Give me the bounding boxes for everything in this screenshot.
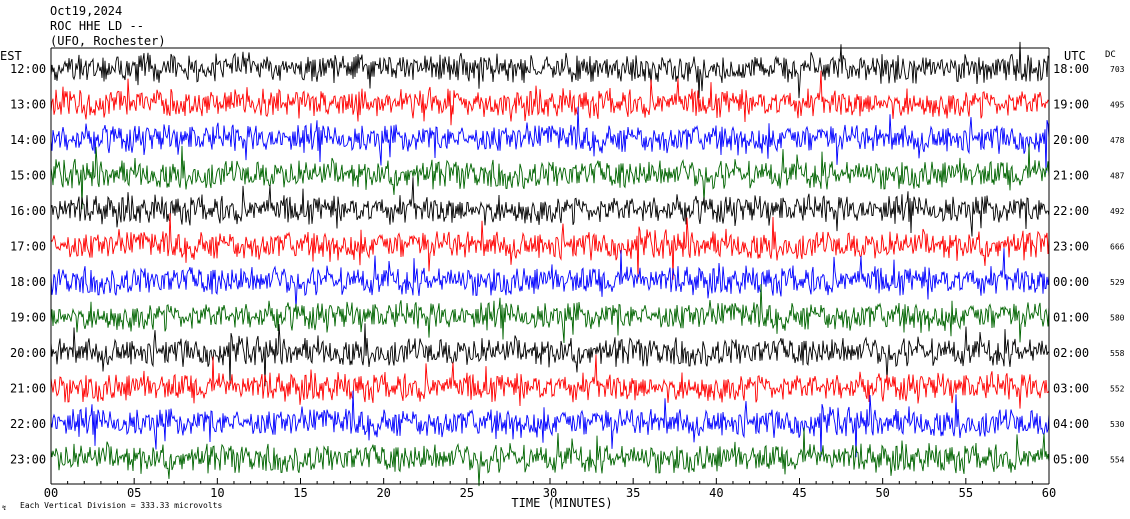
x-tick-label: 05 bbox=[127, 486, 141, 500]
trace-line bbox=[50, 284, 1050, 344]
x-tick-label: 00 bbox=[44, 486, 58, 500]
trace-line bbox=[50, 106, 1050, 173]
vertical-division-note: Each Vertical Division = 333.33 microvol… bbox=[20, 501, 222, 510]
x-tick-label: 30 bbox=[543, 486, 557, 500]
dc-value: 487 bbox=[1110, 172, 1125, 181]
x-tick-label: 40 bbox=[709, 486, 723, 500]
x-tick-label: 50 bbox=[875, 486, 889, 500]
x-tick-label: 25 bbox=[460, 486, 474, 500]
trace-line bbox=[50, 248, 1050, 309]
est-hour-label: 17:00 bbox=[10, 240, 46, 254]
dc-value: 529 bbox=[1110, 278, 1125, 287]
x-axis-label: TIME (MINUTES) bbox=[511, 496, 612, 510]
est-hour-label: 12:00 bbox=[10, 62, 46, 76]
utc-hour-label: 22:00 bbox=[1053, 204, 1089, 218]
x-tick-label: 35 bbox=[626, 486, 640, 500]
dc-value: 478 bbox=[1110, 136, 1125, 145]
header-station: ROC HHE LD -- bbox=[50, 19, 144, 33]
dc-value: 554 bbox=[1110, 456, 1125, 465]
x-tick-label: 20 bbox=[376, 486, 390, 500]
trace-line bbox=[50, 427, 1050, 487]
scale-icon: ↯ bbox=[2, 504, 6, 512]
dc-label: DC bbox=[1105, 50, 1116, 60]
utc-hour-label: 20:00 bbox=[1053, 133, 1089, 147]
est-hour-label: 18:00 bbox=[10, 275, 46, 289]
utc-label: UTC bbox=[1064, 49, 1086, 63]
dc-value: 580 bbox=[1110, 314, 1125, 323]
utc-hour-label: 01:00 bbox=[1053, 311, 1089, 325]
x-tick-label: 55 bbox=[959, 486, 973, 500]
utc-hour-label: 03:00 bbox=[1053, 382, 1089, 396]
x-tick-label: 15 bbox=[293, 486, 307, 500]
utc-hour-label: 21:00 bbox=[1053, 169, 1089, 183]
est-label: EST bbox=[0, 49, 22, 63]
x-tick-label: 45 bbox=[792, 486, 806, 500]
utc-hour-label: 04:00 bbox=[1053, 417, 1089, 431]
header-network: (UFO, Rochester) bbox=[50, 34, 166, 48]
trace-line bbox=[50, 70, 1050, 126]
est-hour-label: 21:00 bbox=[10, 382, 46, 396]
dc-value: 530 bbox=[1110, 420, 1125, 429]
trace-line bbox=[50, 143, 1050, 210]
trace-line bbox=[50, 354, 1050, 409]
dc-value: 666 bbox=[1110, 243, 1125, 252]
x-axis-ticks: 00 05 10 15 20 25 30 35 40 45 50 55 60 bbox=[44, 478, 1056, 500]
est-hour-label: 15:00 bbox=[10, 169, 46, 183]
utc-hour-label: 18:00 bbox=[1053, 62, 1089, 76]
trace-line bbox=[50, 41, 1050, 99]
plot-frame bbox=[50, 47, 1050, 485]
trace-line bbox=[50, 323, 1050, 387]
est-hour-label: 14:00 bbox=[10, 133, 46, 147]
est-hour-label: 23:00 bbox=[10, 453, 46, 467]
dc-value: 552 bbox=[1110, 385, 1125, 394]
est-hour-label: 16:00 bbox=[10, 204, 46, 218]
utc-hour-label: 00:00 bbox=[1053, 275, 1089, 289]
utc-hour-label: 05:00 bbox=[1053, 453, 1089, 467]
utc-hour-label: 19:00 bbox=[1053, 98, 1089, 112]
dc-value: 558 bbox=[1110, 349, 1125, 358]
trace-line bbox=[50, 177, 1050, 237]
dc-value: 495 bbox=[1110, 101, 1125, 110]
dc-values: 703 495 478 487 492 666 529 580 558 552 530 554 bbox=[1110, 65, 1125, 465]
dc-value: 703 bbox=[1110, 65, 1125, 74]
trace-line bbox=[50, 390, 1050, 458]
est-hour-label: 22:00 bbox=[10, 417, 46, 431]
utc-hour-labels: 18:00 19:00 20:00 21:00 22:00 23:00 00:00 01:00… bbox=[1053, 62, 1089, 467]
dc-value: 492 bbox=[1110, 207, 1125, 216]
est-hour-label: 20:00 bbox=[10, 346, 46, 360]
est-hour-label: 19:00 bbox=[10, 311, 46, 325]
header-date: Oct19,2024 bbox=[50, 4, 123, 18]
utc-hour-label: 23:00 bbox=[1053, 240, 1089, 254]
est-hour-label: 13:00 bbox=[10, 98, 46, 112]
x-tick-label: 10 bbox=[210, 486, 224, 500]
est-hour-labels: 12:00 13:00 14:00 15:00 16:00 17:00 18:00 19:00… bbox=[10, 62, 46, 467]
trace-line bbox=[50, 213, 1050, 280]
seismic-traces bbox=[50, 41, 1050, 487]
x-tick-label: 60 bbox=[1042, 486, 1056, 500]
utc-hour-label: 02:00 bbox=[1053, 346, 1089, 360]
